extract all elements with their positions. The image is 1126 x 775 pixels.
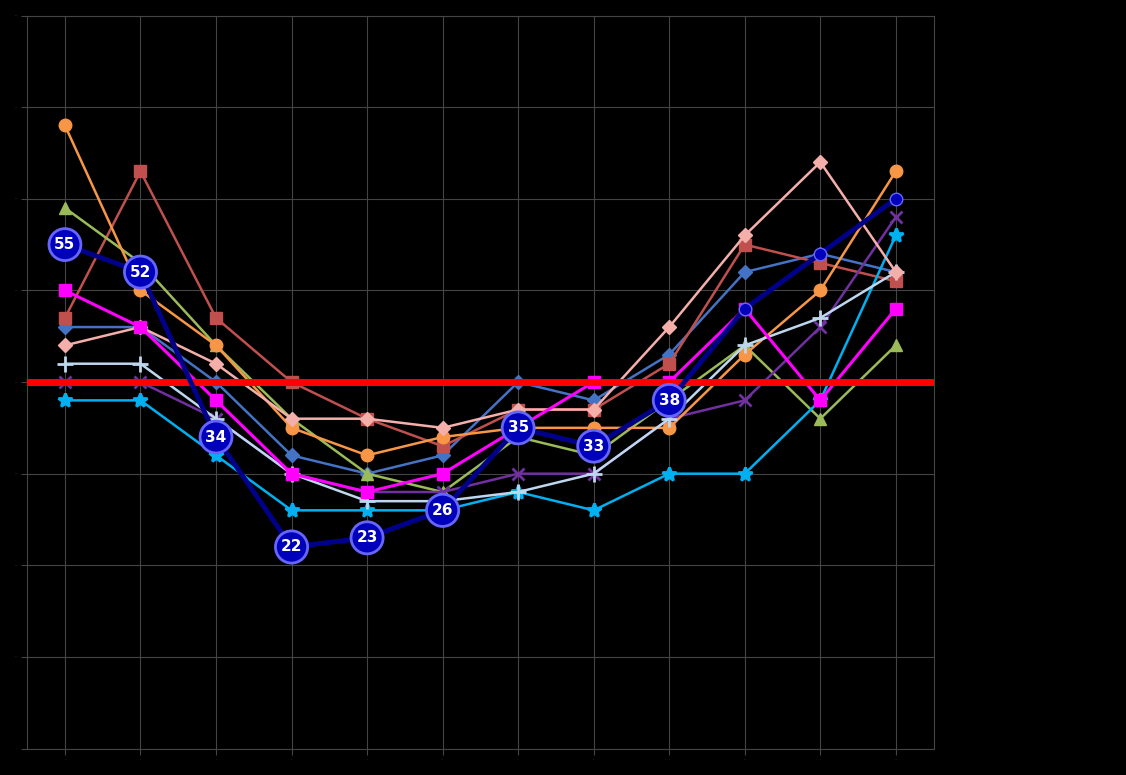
Text: 55: 55 bbox=[54, 237, 75, 252]
Text: 35: 35 bbox=[508, 420, 529, 436]
Text: 22: 22 bbox=[280, 539, 302, 554]
Text: 23: 23 bbox=[357, 530, 377, 546]
Text: 52: 52 bbox=[129, 264, 151, 280]
Text: 33: 33 bbox=[583, 439, 605, 453]
Text: 26: 26 bbox=[432, 503, 454, 518]
Legend:  bbox=[948, 36, 959, 46]
Text: 38: 38 bbox=[659, 393, 680, 408]
Text: 34: 34 bbox=[205, 429, 226, 445]
